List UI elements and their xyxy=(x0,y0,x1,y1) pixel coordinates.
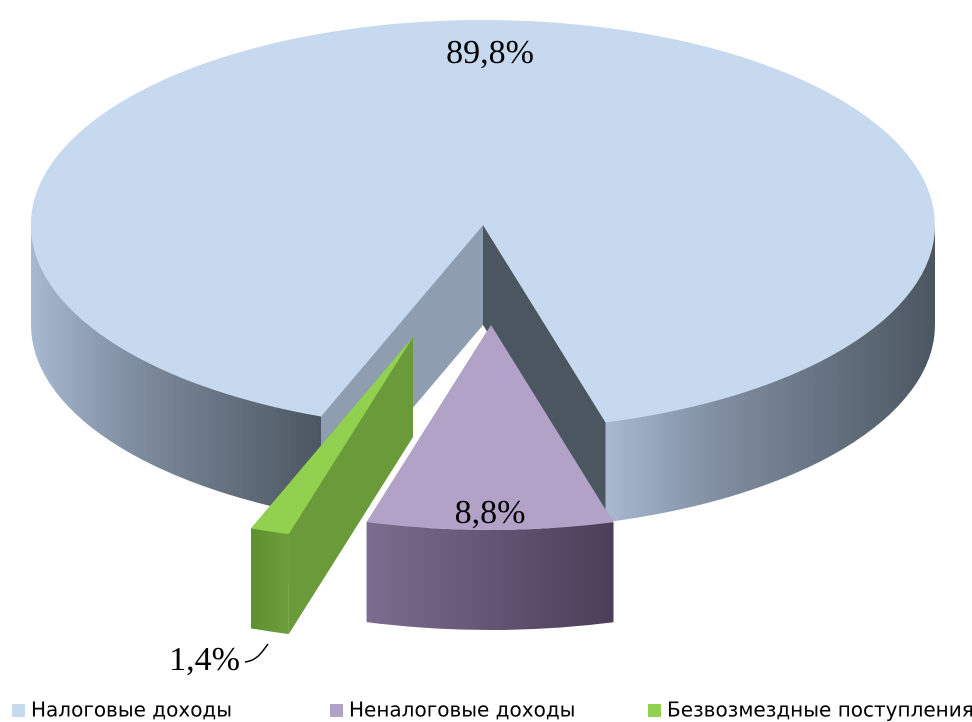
legend-swatch xyxy=(330,704,343,717)
slice-side xyxy=(605,225,935,523)
pie-slice xyxy=(251,337,413,635)
legend-label: Налоговые доходы xyxy=(31,698,232,722)
slice-side xyxy=(366,522,614,630)
slice-cut-face xyxy=(483,225,606,523)
slice-top xyxy=(366,325,614,530)
legend-swatch xyxy=(12,704,25,717)
legend-label: Безвозмездные поступления xyxy=(667,698,972,722)
slice-top xyxy=(30,19,935,423)
slice-side xyxy=(30,225,321,517)
data-label: 8,8% xyxy=(455,494,526,531)
slice-cut-face xyxy=(288,337,413,635)
pie-slice xyxy=(366,325,614,630)
data-label: 1,4% xyxy=(169,641,240,678)
legend-swatch xyxy=(648,704,661,717)
slice-top xyxy=(251,337,413,535)
legend-label: Неналоговые доходы xyxy=(349,698,575,722)
slice-side xyxy=(251,528,289,635)
leader-line xyxy=(244,643,269,663)
data-label: 89,8% xyxy=(446,34,534,71)
